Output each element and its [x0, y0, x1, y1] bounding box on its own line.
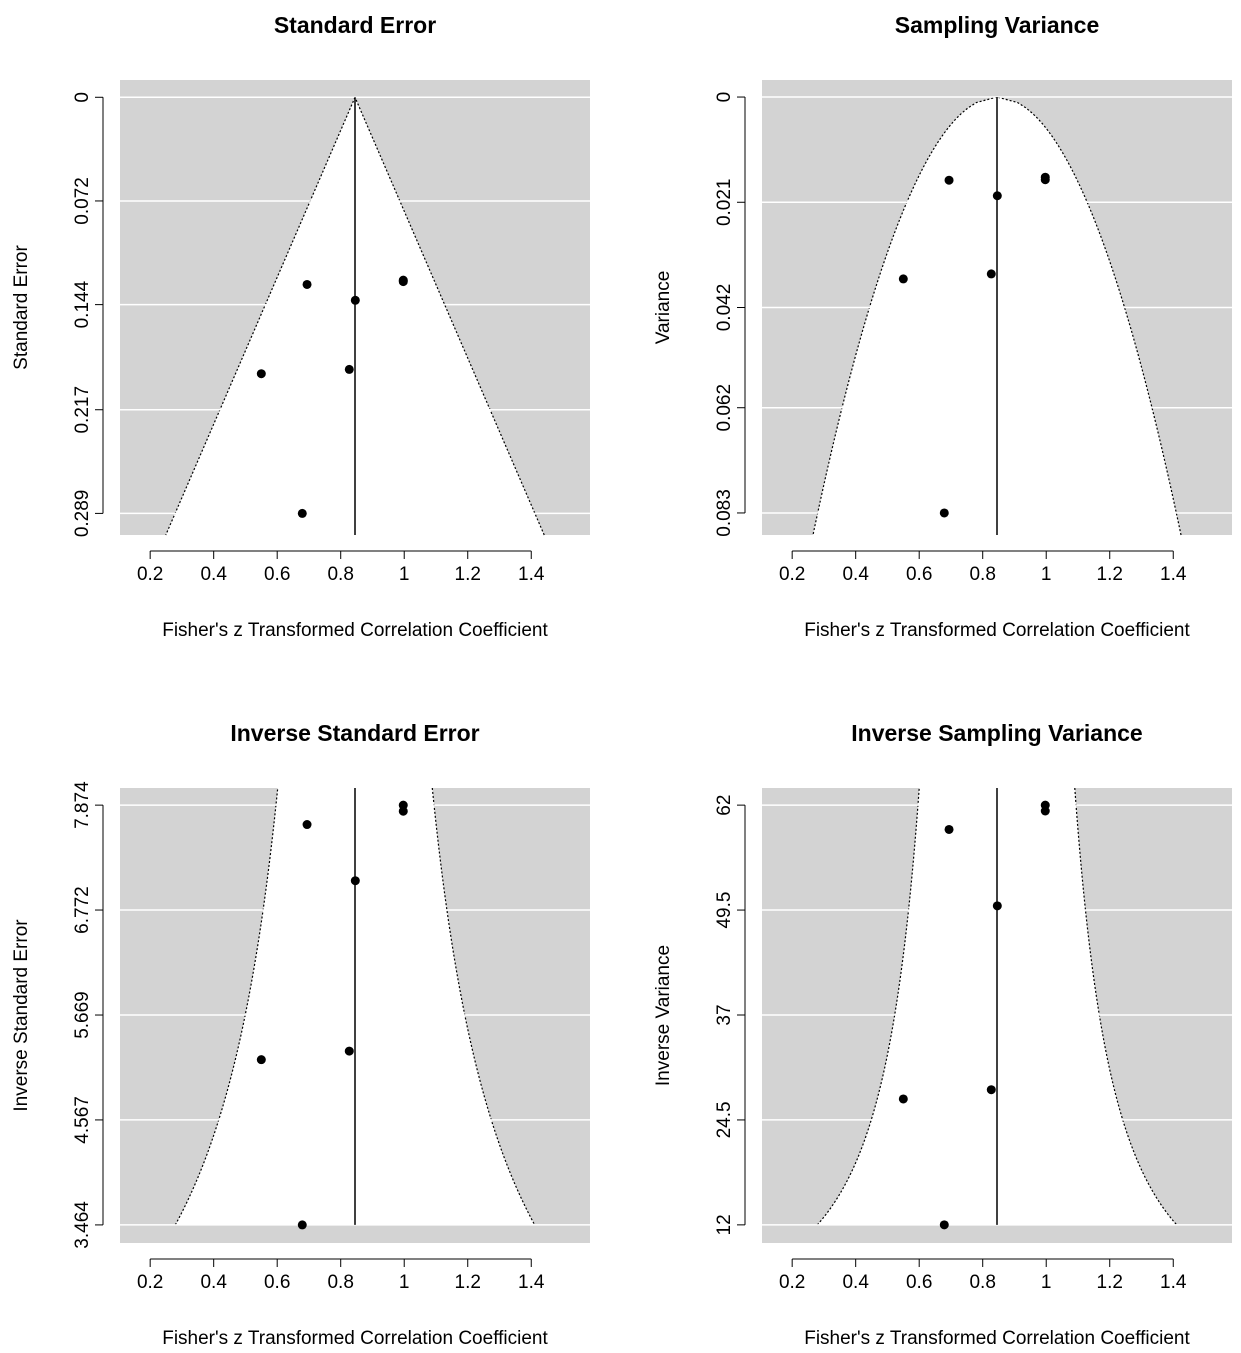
- y-tick-label: 0.062: [714, 384, 735, 432]
- x-tick-label: 0.8: [969, 564, 995, 585]
- study-point: [344, 364, 354, 374]
- study-point: [939, 1220, 949, 1230]
- study-point: [898, 274, 908, 284]
- x-tick-label: 0.4: [200, 564, 227, 585]
- x-tick-label: 0.6: [264, 564, 290, 585]
- funnel-bound: [165, 97, 356, 536]
- x-axis-label: Fisher's z Transformed Correlation Coeff…: [804, 620, 1190, 641]
- y-tick-label: 3.464: [72, 1201, 93, 1249]
- y-tick-label: 0.144: [72, 280, 93, 328]
- study-point: [302, 279, 312, 289]
- y-tick-label: 0.072: [72, 177, 93, 225]
- x-tick-label: 0.8: [969, 1272, 995, 1293]
- x-tick-label: 1: [1041, 564, 1052, 585]
- x-tick-label: 0.2: [779, 564, 805, 585]
- x-tick-label: 1.2: [455, 564, 481, 585]
- study-point: [992, 191, 1002, 201]
- y-tick-label: 49.5: [714, 892, 735, 929]
- study-point: [302, 820, 312, 830]
- y-tick-label: 37: [714, 1004, 735, 1025]
- y-axis-label: Inverse Variance: [653, 945, 674, 1086]
- x-tick-label: 0.2: [137, 564, 163, 585]
- funnel-bound: [354, 97, 545, 536]
- x-tick-label: 0.6: [264, 1272, 290, 1293]
- x-tick-label: 1.4: [1160, 1272, 1187, 1293]
- y-tick-label: 0.083: [714, 489, 735, 537]
- chart-title: Inverse Standard Error: [230, 720, 479, 746]
- study-point: [398, 806, 408, 816]
- x-axis-label: Fisher's z Transformed Correlation Coeff…: [162, 1328, 548, 1349]
- funnel-bound: [996, 96, 1182, 536]
- funnel-bound: [431, 787, 536, 1226]
- funnel-bound: [1074, 787, 1178, 1226]
- study-point: [297, 1220, 307, 1230]
- x-tick-label: 0.6: [906, 564, 932, 585]
- study-point: [297, 508, 307, 518]
- study-point: [986, 1085, 996, 1095]
- chart-title: Inverse Sampling Variance: [851, 720, 1142, 746]
- x-tick-label: 0.8: [327, 564, 353, 585]
- study-point: [1040, 806, 1050, 816]
- y-axis-label: Standard Error: [11, 245, 32, 370]
- study-point: [398, 277, 408, 287]
- x-tick-label: 1.2: [455, 1272, 481, 1293]
- y-tick-label: 62: [714, 795, 735, 816]
- x-tick-label: 1.4: [1160, 564, 1187, 585]
- y-tick-label: 0.021: [714, 178, 735, 226]
- x-tick-label: 1: [399, 1272, 410, 1293]
- y-tick-label: 0.042: [714, 284, 735, 332]
- panel: 12 24.5 37 49.5 62 0.2 0.4 0.6 0.8 1 1.2 1.4 Inverse…: [653, 720, 1232, 1349]
- x-tick-label: 1.4: [518, 1272, 545, 1293]
- x-tick-label: 0.4: [842, 1272, 869, 1293]
- x-tick-label: 0.2: [137, 1272, 163, 1293]
- study-point: [992, 901, 1002, 911]
- study-point: [350, 295, 360, 305]
- x-axis-label: Fisher's z Transformed Correlation Coeff…: [804, 1328, 1190, 1349]
- x-tick-label: 1.2: [1097, 564, 1123, 585]
- study-point: [944, 175, 954, 185]
- x-tick-label: 0.4: [200, 1272, 227, 1293]
- x-tick-label: 0.8: [327, 1272, 353, 1293]
- x-tick-label: 1.4: [518, 564, 545, 585]
- x-tick-label: 0.2: [779, 1272, 805, 1293]
- y-tick-label: 0: [714, 92, 735, 103]
- panel: 0 0.021 0.042 0.062 0.083 0.2 0.4 0.6 0.8 1 1.2 1.4…: [653, 12, 1232, 641]
- x-tick-label: 1: [399, 564, 410, 585]
- panel: 0 0.072 0.144 0.217 0.289 0.2 0.4 0.6 0.8 1 1.2 1.4…: [11, 12, 590, 641]
- y-axis-label: Inverse Standard Error: [11, 919, 32, 1112]
- x-tick-label: 1: [1041, 1272, 1052, 1293]
- y-tick-label: 0: [72, 92, 93, 103]
- study-point: [986, 269, 996, 279]
- y-tick-label: 7.874: [72, 781, 93, 829]
- study-point: [939, 508, 949, 518]
- x-axis-label: Fisher's z Transformed Correlation Coeff…: [162, 620, 548, 641]
- funnel-bound: [812, 96, 998, 536]
- study-point: [256, 369, 266, 379]
- chart-title: Sampling Variance: [895, 12, 1100, 38]
- y-tick-label: 4.567: [72, 1096, 93, 1144]
- y-tick-label: 24.5: [714, 1101, 735, 1138]
- study-point: [256, 1055, 266, 1065]
- study-point: [1040, 175, 1050, 185]
- y-tick-label: 0.289: [72, 490, 93, 538]
- study-point: [344, 1046, 354, 1056]
- study-point: [898, 1094, 908, 1104]
- y-tick-label: 6.772: [72, 886, 93, 934]
- y-tick-label: 0.217: [72, 386, 93, 434]
- chart-title: Standard Error: [274, 12, 436, 38]
- study-point: [350, 876, 360, 886]
- y-axis-label: Variance: [653, 271, 674, 345]
- funnel-bound: [816, 787, 920, 1226]
- study-point: [944, 824, 954, 834]
- y-tick-label: 12: [714, 1214, 735, 1235]
- y-tick-label: 5.669: [72, 991, 93, 1039]
- x-tick-label: 0.4: [842, 564, 869, 585]
- x-tick-label: 0.6: [906, 1272, 932, 1293]
- panel: 3.464 4.567 5.669 6.772 7.874 0.2 0.4 0.6 0.8 1 1.…: [11, 720, 590, 1349]
- x-tick-label: 1.2: [1097, 1272, 1123, 1293]
